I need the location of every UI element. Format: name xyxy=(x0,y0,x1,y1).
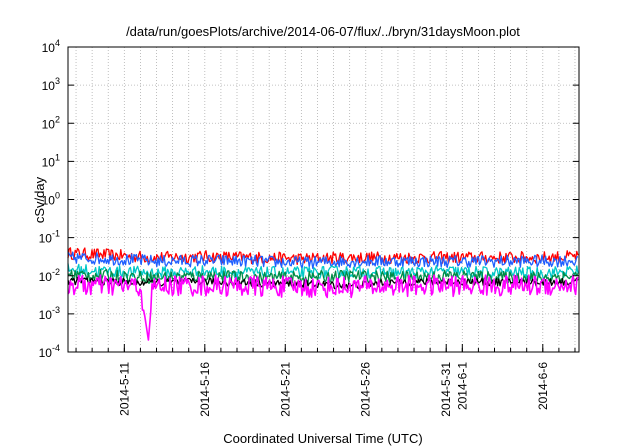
y-tick-label: 10-4 xyxy=(39,343,60,360)
x-tick-label: 2014-5-31 xyxy=(439,362,453,417)
x-axis-label: Coordinated Universal Time (UTC) xyxy=(223,431,422,446)
series-group xyxy=(67,247,579,341)
y-tick-label: 104 xyxy=(42,38,60,55)
x-tick-label: 2014-5-16 xyxy=(198,362,212,417)
x-tick-label: 2014-6-6 xyxy=(536,362,550,410)
y-tick-label: 10-2 xyxy=(39,267,60,284)
y-tick-label: 100 xyxy=(42,191,60,208)
series-line xyxy=(67,251,579,270)
y-tick-label: 10-1 xyxy=(39,229,60,246)
y-tick-label: 101 xyxy=(42,152,60,169)
x-tick-label: 2014-6-1 xyxy=(455,362,469,410)
series-line xyxy=(67,263,579,280)
chart-title: /data/run/goesPlots/archive/2014-06-07/f… xyxy=(126,24,520,39)
x-tick-label: 2014-5-21 xyxy=(278,362,292,417)
x-tick-label: 2014-5-26 xyxy=(359,362,373,417)
y-tick-label: 10-3 xyxy=(39,305,60,322)
x-tick-label: 2014-5-11 xyxy=(117,362,131,416)
y-axis-label: cSv/day xyxy=(32,176,47,223)
y-tick-label: 102 xyxy=(42,114,60,131)
tick-group: 10-4 10-3 10-2 10-1 100 101 102 103 104 2014-5-11… xyxy=(39,38,579,417)
y-tick-label: 103 xyxy=(42,76,60,93)
grid xyxy=(68,46,579,353)
series-line xyxy=(67,274,579,341)
